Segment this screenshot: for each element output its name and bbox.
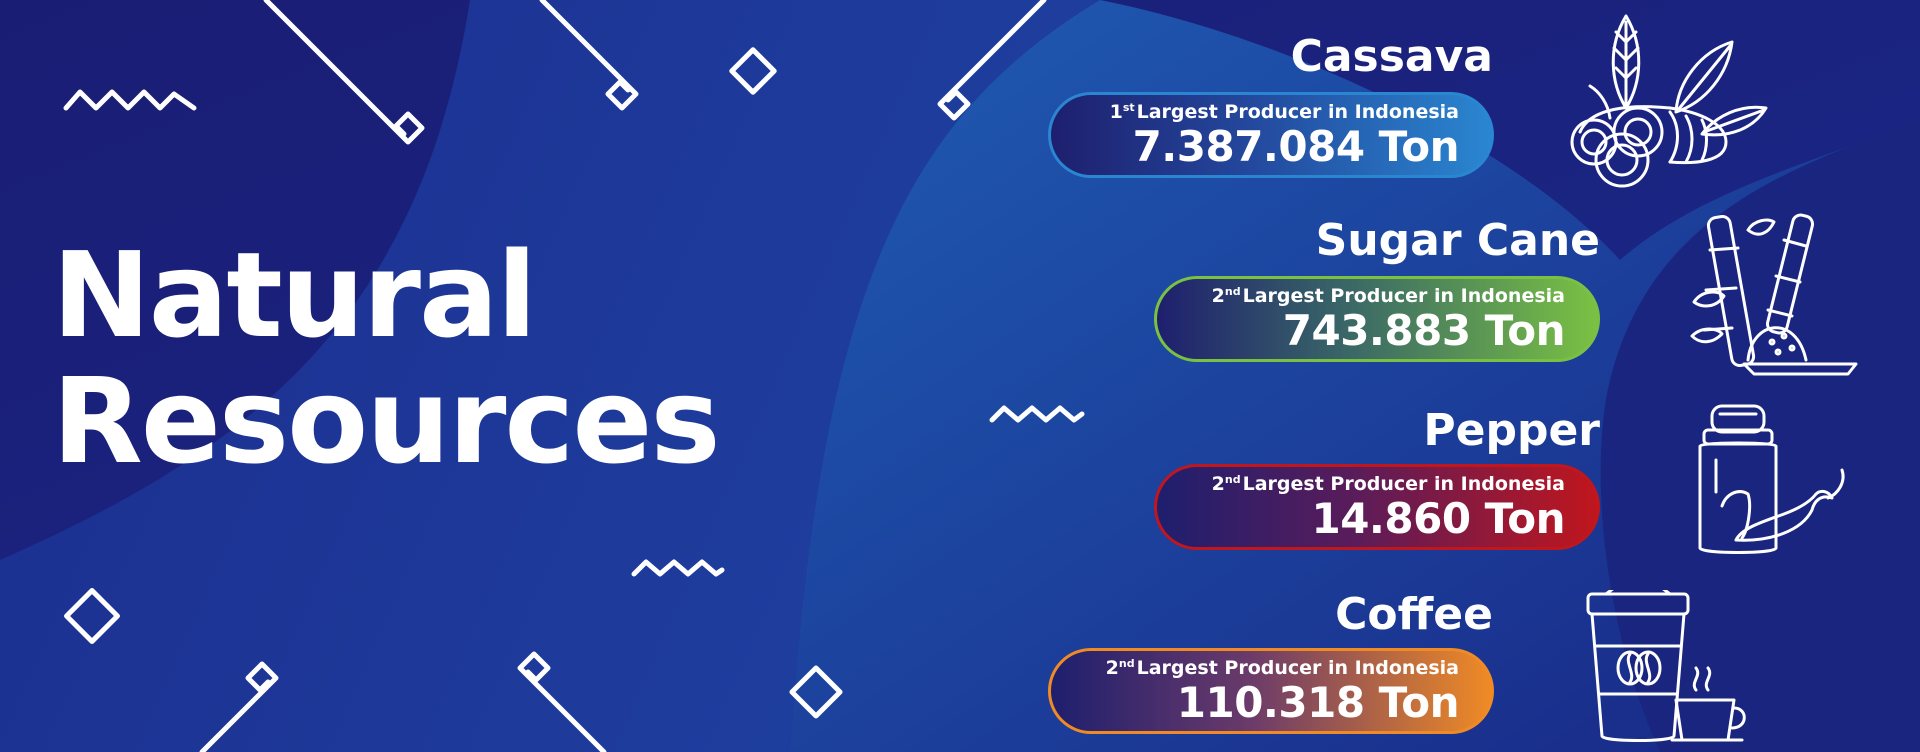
pepper-icon	[1692, 402, 1852, 562]
hook-line-decoration	[199, 661, 279, 752]
production-amount: 7.387.084 Ton	[1132, 122, 1460, 171]
stat-pill-coffee: 2nd Largest Producer in Indonesia 110.318…	[1048, 648, 1494, 734]
stat-pill-sugar-cane: 2nd Largest Producer in Indonesia 743.883…	[1154, 276, 1600, 362]
rank-suffix: nd	[1224, 285, 1241, 298]
rank-number: 1	[1109, 101, 1123, 123]
rank-suffix: nd	[1224, 473, 1241, 486]
hook-line-decoration	[539, 0, 639, 111]
rank-text: Largest Producer in Indonesia	[1242, 285, 1565, 307]
diamond-decoration	[789, 665, 843, 719]
zigzag-decoration	[631, 559, 725, 577]
hook-line-decoration	[517, 651, 607, 752]
item-name-sugar-cane: Sugar Cane	[1315, 215, 1600, 266]
item-name-pepper: Pepper	[1423, 405, 1600, 456]
rank-line: 2nd Largest Producer in Indonesia	[1177, 473, 1565, 495]
coffee-icon	[1584, 590, 1754, 750]
production-amount: 743.883 Ton	[1282, 306, 1566, 355]
rank-line: 2nd Largest Producer in Indonesia	[1071, 657, 1459, 679]
banner-title: Natural Resources	[52, 226, 721, 490]
rank-text: Largest Producer in Indonesia	[1136, 101, 1459, 123]
rank-suffix: st	[1122, 101, 1135, 114]
stat-pill-cassava: 1st Largest Producer in Indonesia 7.387.0…	[1048, 92, 1494, 178]
diamond-decoration	[729, 47, 777, 95]
title-line-2: Resources	[52, 352, 721, 490]
cassava-icon	[1560, 12, 1770, 208]
diamond-decoration	[64, 588, 120, 644]
item-name-cassava: Cassava	[1290, 31, 1493, 82]
stat-pill-pepper: 2nd Largest Producer in Indonesia 14.860 …	[1154, 464, 1600, 550]
item-name-coffee: Coffee	[1335, 589, 1493, 640]
rank-text: Largest Producer in Indonesia	[1242, 473, 1565, 495]
rank-line: 1st Largest Producer in Indonesia	[1071, 101, 1459, 123]
hook-line-decoration	[937, 0, 1047, 121]
production-amount: 110.318 Ton	[1176, 678, 1460, 727]
production-amount: 14.860 Ton	[1311, 494, 1565, 543]
rank-suffix: nd	[1118, 657, 1135, 670]
hook-line-decoration	[263, 0, 425, 145]
rank-line: 2nd Largest Producer in Indonesia	[1177, 285, 1565, 307]
zigzag-decoration	[989, 405, 1085, 423]
zigzag-decoration	[63, 89, 197, 111]
rank-number: 2	[1211, 285, 1225, 307]
wave-shape-left	[0, 0, 1100, 752]
rank-text: Largest Producer in Indonesia	[1136, 657, 1459, 679]
title-line-1: Natural	[52, 226, 537, 364]
sugar-cane-icon	[1688, 210, 1858, 380]
rank-number: 2	[1211, 473, 1225, 495]
rank-number: 2	[1105, 657, 1119, 679]
